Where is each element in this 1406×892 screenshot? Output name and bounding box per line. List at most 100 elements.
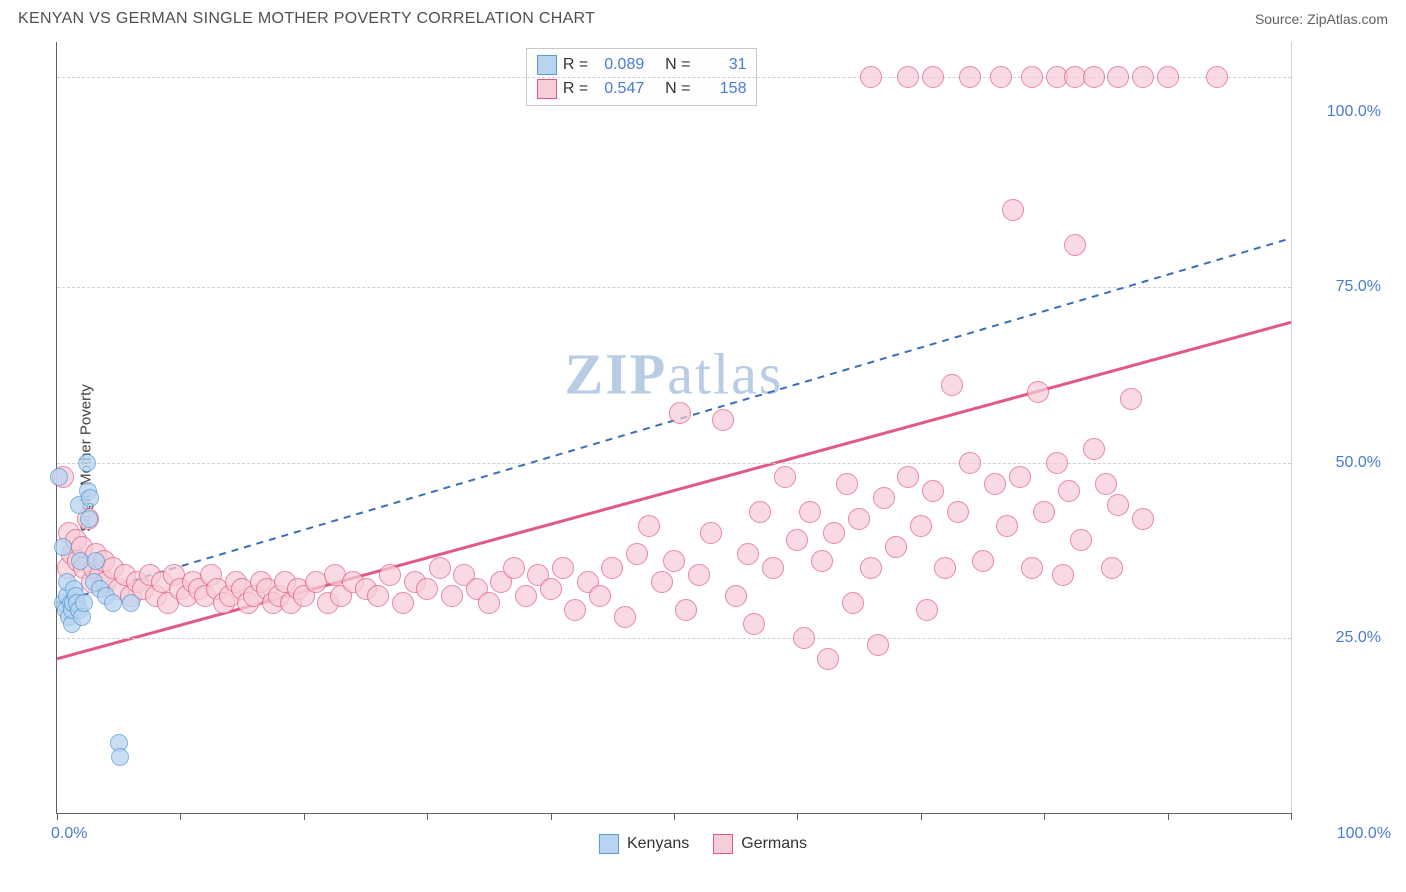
data-point [1132,508,1154,530]
data-point [941,374,963,396]
data-point [922,66,944,88]
data-point [614,606,636,628]
plot-area: ZIPatlas R =0.089 N =31R =0.547 N =158 2… [56,42,1292,814]
x-tick [1168,813,1169,820]
data-point [873,487,895,509]
x-tick [180,813,181,820]
data-point [848,508,870,530]
data-point [793,627,815,649]
data-point [897,466,919,488]
gridline [57,287,1291,288]
data-point [663,550,685,572]
data-point [601,557,623,579]
data-point [885,536,907,558]
data-point [503,557,525,579]
data-point [1132,66,1154,88]
legend-swatch [713,834,733,854]
data-point [626,543,648,565]
n-label: N = [665,77,690,101]
data-point [87,552,105,570]
data-point [638,515,660,537]
data-point [540,578,562,600]
y-tick-label: 50.0% [1301,454,1381,472]
data-point [725,585,747,607]
x-tick [797,813,798,820]
data-point [75,594,93,612]
source-name: ZipAtlas.com [1307,11,1388,27]
chart-title: KENYAN VS GERMAN SINGLE MOTHER POVERTY C… [18,10,595,28]
data-point [799,501,821,523]
data-point [1101,557,1123,579]
y-tick-label: 100.0% [1301,103,1381,121]
data-point [743,613,765,635]
y-tick-label: 75.0% [1301,278,1381,296]
data-point [688,564,710,586]
data-point [984,473,1006,495]
x-tick [57,813,58,820]
watermark: ZIPatlas [565,340,784,407]
data-point [54,538,72,556]
data-point [700,522,722,544]
data-point [1058,480,1080,502]
data-point [429,557,451,579]
x-tick-label: 100.0% [1337,825,1391,843]
x-tick [921,813,922,820]
data-point [860,557,882,579]
data-point [737,543,759,565]
data-point [392,592,414,614]
data-point [104,594,122,612]
x-tick [304,813,305,820]
data-point [416,578,438,600]
watermark-text: ZIP [565,341,668,406]
data-point [515,585,537,607]
source-prefix: Source: [1255,11,1307,27]
stats-row: R =0.547 N =158 [537,77,747,101]
n-label: N = [665,53,690,77]
data-point [959,452,981,474]
data-point [842,592,864,614]
x-tick [551,813,552,820]
data-point [910,515,932,537]
data-point [996,515,1018,537]
chart-source: Source: ZipAtlas.com [1255,11,1388,27]
data-point [478,592,500,614]
watermark-text: atlas [667,341,783,406]
data-point [934,557,956,579]
data-point [836,473,858,495]
data-point [1070,529,1092,551]
y-tick-label: 25.0% [1301,629,1381,647]
r-value: 0.089 [594,53,644,77]
data-point [675,599,697,621]
r-label: R = [563,53,588,77]
data-point [867,634,889,656]
r-label: R = [563,77,588,101]
data-point [1027,381,1049,403]
stats-row: R =0.089 N =31 [537,53,747,77]
data-point [367,585,389,607]
chart-area: Single Mother Poverty ZIPatlas R =0.089 … [18,42,1388,874]
data-point [80,510,98,528]
data-point [81,489,99,507]
data-point [823,522,845,544]
series-legend: KenyansGermans [599,834,807,854]
data-point [552,557,574,579]
data-point [1107,66,1129,88]
data-point [78,454,96,472]
data-point [1052,564,1074,586]
data-point [1083,66,1105,88]
data-point [1206,66,1228,88]
data-point [990,66,1012,88]
data-point [651,571,673,593]
data-point [1157,66,1179,88]
data-point [379,564,401,586]
legend-swatch [537,79,557,99]
data-point [669,402,691,424]
data-point [1107,494,1129,516]
legend-swatch [537,55,557,75]
data-point [1064,234,1086,256]
x-tick [1044,813,1045,820]
n-value: 158 [696,77,746,101]
r-value: 0.547 [594,77,644,101]
data-point [712,409,734,431]
data-point [749,501,771,523]
